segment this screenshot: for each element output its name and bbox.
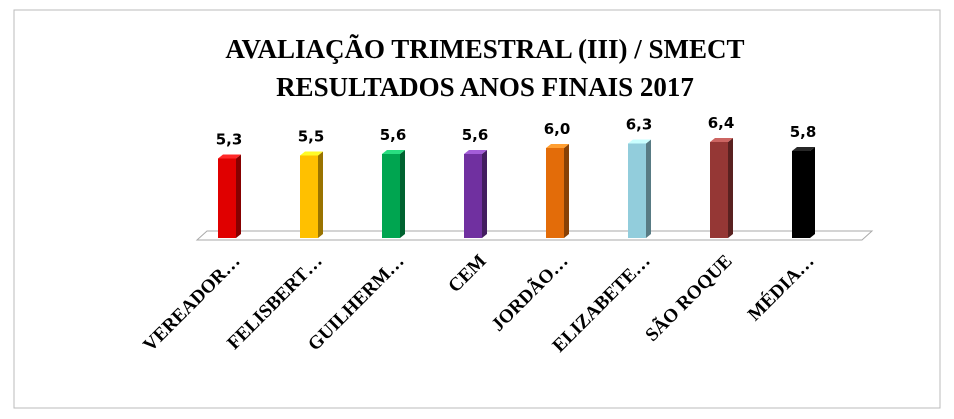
chart-subtitle: RESULTADOS ANOS FINAIS 2017 [276, 72, 694, 102]
bar-side [810, 147, 815, 238]
bar-front [546, 148, 564, 238]
bar [300, 151, 323, 238]
bar [628, 139, 651, 238]
bar-side [236, 154, 241, 238]
bar-side [564, 144, 569, 238]
bar-top [218, 154, 241, 159]
bar-front [300, 155, 318, 238]
data-label: 5,8 [790, 123, 817, 141]
bar-front [628, 143, 646, 238]
data-label: 6,3 [626, 116, 653, 134]
bar-side [728, 138, 733, 238]
chart-title: AVALIAÇÃO TRIMESTRAL (III) / SMECT [225, 34, 744, 64]
bar-front [218, 158, 236, 238]
bar-front [710, 142, 728, 238]
bar-top [382, 150, 405, 154]
bar-side [646, 139, 651, 238]
bar [546, 144, 569, 238]
bar-top [792, 147, 815, 151]
bar-front [382, 154, 400, 238]
bar [382, 150, 405, 238]
bar-top [464, 150, 487, 154]
floor [195, 230, 874, 241]
data-label: 5,5 [298, 128, 325, 146]
bar-top [710, 138, 733, 142]
bar-top [300, 151, 323, 156]
bar [218, 154, 241, 238]
bar-top [546, 144, 569, 148]
data-label: 6,0 [544, 120, 571, 138]
data-label: 5,6 [380, 126, 407, 144]
bar-top [628, 139, 651, 144]
data-label: 5,6 [462, 126, 489, 144]
bar-side [318, 151, 323, 238]
data-label: 6,4 [708, 114, 735, 132]
bar-side [400, 150, 405, 238]
bar [792, 147, 815, 238]
bar-front [792, 151, 810, 238]
data-label: 5,3 [216, 131, 243, 149]
bar-front [464, 154, 482, 238]
bar-side [482, 150, 487, 238]
bar [464, 150, 487, 238]
bar [710, 138, 733, 238]
